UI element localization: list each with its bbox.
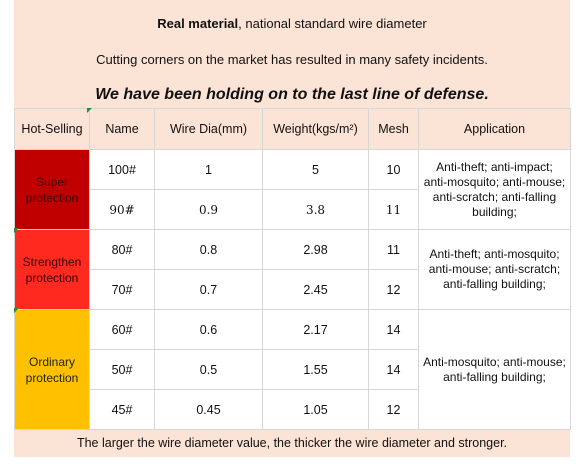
cell-mesh: 14 [368,349,419,390]
col-header-name: Name [89,108,155,150]
cell-weight: 5 [262,149,369,190]
cell-weight: 1.05 [262,389,369,430]
col-header-weight: Weight(kgs/m²) [262,108,369,150]
table-row: Strengthen protection 80# 0.8 2.98 11 An… [14,229,571,310]
col-header-mesh: Mesh [368,108,419,150]
cell-name: 100# [89,149,155,190]
cell-wire-dia: 1 [154,149,263,190]
cell-weight: 2.45 [262,269,369,310]
cell-weight: 2.98 [262,229,369,270]
cell-comment-marker-icon [14,308,19,313]
cell-name: 45# [89,389,155,430]
application-super-protection: Anti-theft; anti-impact; anti-mosquito; … [418,149,571,230]
header-slogan: We have been holding on to the last line… [95,86,489,103]
application-strengthen-protection: Anti-theft; anti-mosquito; anti-mouse; a… [418,229,571,310]
cell-mesh: 12 [368,269,419,310]
table-row: 70# 0.7 2.45 12 [15,269,571,310]
cell-wire-dia: 0.6 [154,309,263,350]
col-header-application: Application [418,108,571,150]
application-ordinary-protection: Anti-mosquito; anti-mouse; anti-falling … [418,309,571,430]
col-header-wire-dia: Wire Dia(mm) [154,108,263,150]
cell-wire-dia: 0.9 [154,189,263,230]
header-line-1: Real material, national standard wire di… [14,16,570,31]
cell-weight: 1.55 [262,349,369,390]
header-line-2: Cutting corners on the market has result… [96,52,488,67]
cell-weight: 3.8 [262,189,369,230]
header-line-1-bold: Real material [157,16,239,31]
category-super-protection: Super protection [14,149,90,230]
table-header-row: Hot-Selling Name Wire Dia(mm) Weight(kgs… [14,108,571,150]
cell-comment-marker-icon [87,108,92,113]
cell-wire-dia: 0.5 [154,349,263,390]
category-strengthen-protection: Strengthen protection [14,229,90,310]
cell-name: 90# [89,189,155,230]
table-row: 90# 0.9 3.8 11 [15,189,571,230]
table-row: 45# 0.45 1.05 12 [15,389,571,430]
cell-comment-marker-icon [14,228,19,233]
cell-name: 60# [89,309,155,350]
cell-mesh: 14 [368,309,419,350]
cell-mesh: 12 [368,389,419,430]
cell-mesh: 11 [368,229,419,270]
cell-weight: 2.17 [262,309,369,350]
col-header-hot-selling: Hot-Selling [14,108,90,150]
cell-wire-dia: 0.45 [154,389,263,430]
cell-wire-dia: 0.8 [154,229,263,270]
footer-note: The larger the wire diameter value, the … [14,430,570,457]
table-row: 50# 0.5 1.55 14 [15,349,571,390]
table-row: Super protection 100# 1 5 10 Anti-theft;… [14,149,571,230]
spec-table: Hot-Selling Name Wire Dia(mm) Weight(kgs… [14,108,571,430]
cell-mesh: 11 [368,189,419,230]
header-line-1-rest: , national standard wire diameter [238,16,427,31]
cell-mesh: 10 [368,149,419,190]
category-ordinary-protection: Ordinary protection [14,309,90,430]
cell-wire-dia: 0.7 [154,269,263,310]
cell-name: 80# [89,229,155,270]
cell-name: 50# [89,349,155,390]
cell-name: 70# [89,269,155,310]
table-row: Ordinary protection 60# 0.6 2.17 14 Anti… [14,309,571,430]
header-banner: Real material, national standard wire di… [14,0,570,108]
